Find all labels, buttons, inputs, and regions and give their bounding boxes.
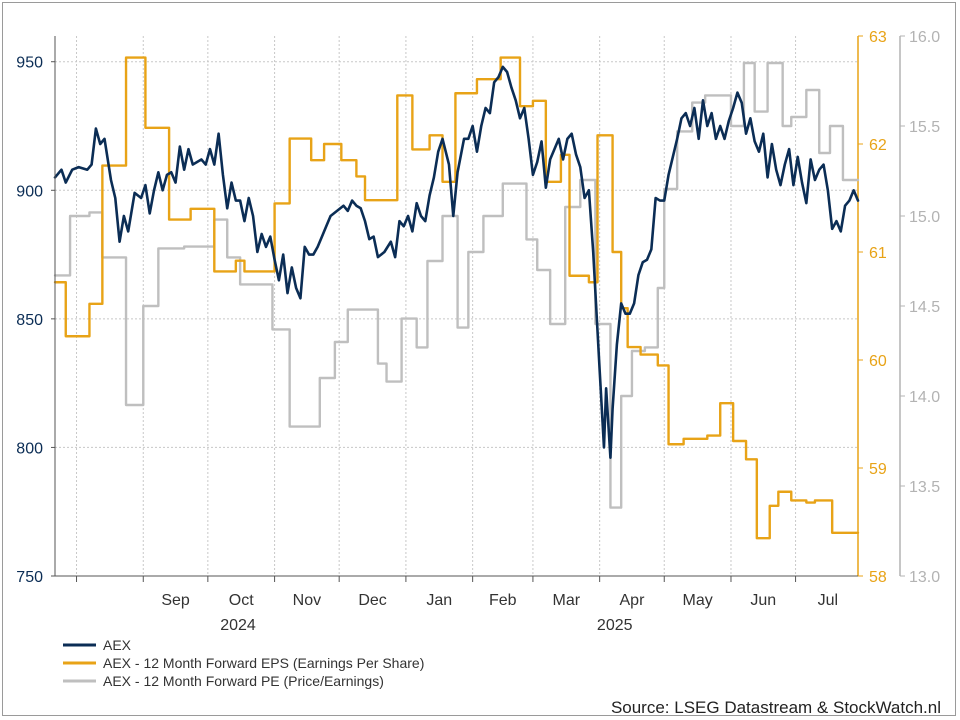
eps-tick-label: 58 bbox=[869, 569, 887, 586]
left-tick-label: 850 bbox=[16, 312, 43, 329]
year-label: 2025 bbox=[597, 617, 633, 634]
pe-tick-label: 15.0 bbox=[909, 209, 940, 226]
x-tick-label: Sep bbox=[161, 592, 190, 609]
pe-tick-label: 13.5 bbox=[909, 479, 940, 496]
x-tick-label: Jan bbox=[426, 592, 452, 609]
x-tick-label: Apr bbox=[620, 592, 646, 609]
left-tick-label: 800 bbox=[16, 440, 43, 457]
eps-tick-label: 59 bbox=[869, 461, 887, 478]
pe-tick-label: 14.5 bbox=[909, 299, 940, 316]
aex-line bbox=[53, 65, 860, 460]
x-tick-label: Jul bbox=[818, 592, 838, 609]
left-tick-label: 750 bbox=[16, 569, 43, 586]
eps-tick-label: 60 bbox=[869, 353, 887, 370]
eps-tick-label: 61 bbox=[869, 245, 887, 262]
pe-line bbox=[53, 61, 860, 509]
left-tick-label: 900 bbox=[16, 183, 43, 200]
eps-tick-label: 62 bbox=[869, 137, 887, 154]
source-label: Source: LSEG Datastream & StockWatch.nl bbox=[611, 698, 941, 717]
legend: AEX AEX - 12 Month Forward EPS (Earnings … bbox=[63, 637, 424, 689]
eps-tick-label: 63 bbox=[869, 29, 887, 46]
pe-tick-label: 14.0 bbox=[909, 389, 940, 406]
eps-line bbox=[53, 56, 860, 540]
legend-aex-label: AEX bbox=[103, 637, 132, 653]
left-tick-label: 950 bbox=[16, 55, 43, 72]
x-tick-label: Feb bbox=[489, 592, 517, 609]
pe-tick-label: 15.5 bbox=[909, 119, 940, 136]
series-group bbox=[53, 56, 860, 540]
x-tick-label: Nov bbox=[293, 592, 321, 609]
legend-pe-label: AEX - 12 Month Forward PE (Price/Earning… bbox=[103, 673, 384, 689]
pe-axis: 13.0 13.5 14.0 14.5 15.0 15.5 16.0 bbox=[899, 29, 940, 586]
left-axis: 750 800 850 900 950 bbox=[16, 55, 55, 586]
year-label: 2024 bbox=[220, 617, 256, 634]
x-tick-label: May bbox=[682, 592, 712, 609]
eps-axis: 58 59 60 61 62 63 bbox=[857, 29, 887, 586]
x-tick-label: Dec bbox=[358, 592, 386, 609]
legend-eps-label: AEX - 12 Month Forward EPS (Earnings Per… bbox=[103, 655, 424, 671]
pe-tick-label: 13.0 bbox=[909, 569, 940, 586]
x-axis: Sep Oct Nov Dec Jan Feb Mar Apr May Jun Jul 2024 202… bbox=[76, 576, 838, 634]
x-tick-label: Oct bbox=[229, 592, 254, 609]
pe-tick-label: 16.0 bbox=[909, 29, 940, 46]
x-tick-label: Jun bbox=[750, 592, 776, 609]
plot-border bbox=[54, 36, 858, 577]
x-tick-label: Mar bbox=[553, 592, 581, 609]
